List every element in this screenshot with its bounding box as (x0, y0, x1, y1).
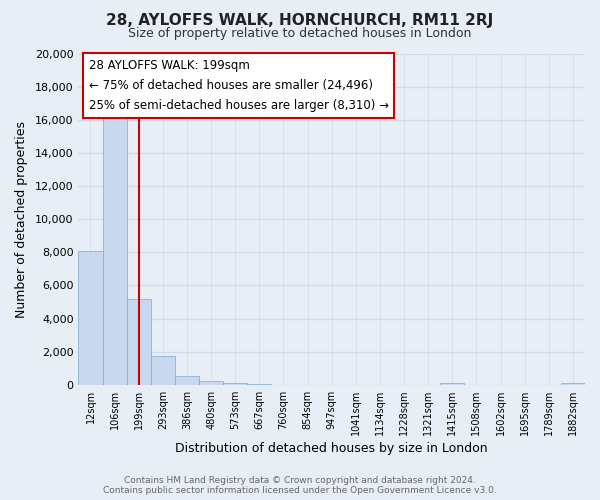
Text: Contains HM Land Registry data © Crown copyright and database right 2024.
Contai: Contains HM Land Registry data © Crown c… (103, 476, 497, 495)
Y-axis label: Number of detached properties: Number of detached properties (15, 121, 28, 318)
Bar (151, 356, 175, 384)
Text: Size of property relative to detached houses in London: Size of property relative to detached ho… (128, 28, 472, 40)
Text: 28, AYLOFFS WALK, HORNCHURCH, RM11 2RJ: 28, AYLOFFS WALK, HORNCHURCH, RM11 2RJ (106, 12, 494, 28)
Bar (127, 298, 151, 384)
Bar (175, 376, 199, 384)
Bar (199, 382, 223, 384)
Bar (440, 383, 464, 384)
Bar (103, 110, 127, 384)
Bar (561, 383, 585, 384)
X-axis label: Distribution of detached houses by size in London: Distribution of detached houses by size … (175, 442, 488, 455)
Text: 28 AYLOFFS WALK: 199sqm
← 75% of detached houses are smaller (24,496)
25% of sem: 28 AYLOFFS WALK: 199sqm ← 75% of detache… (89, 59, 389, 112)
Bar (223, 383, 247, 384)
Bar (79, 251, 103, 384)
